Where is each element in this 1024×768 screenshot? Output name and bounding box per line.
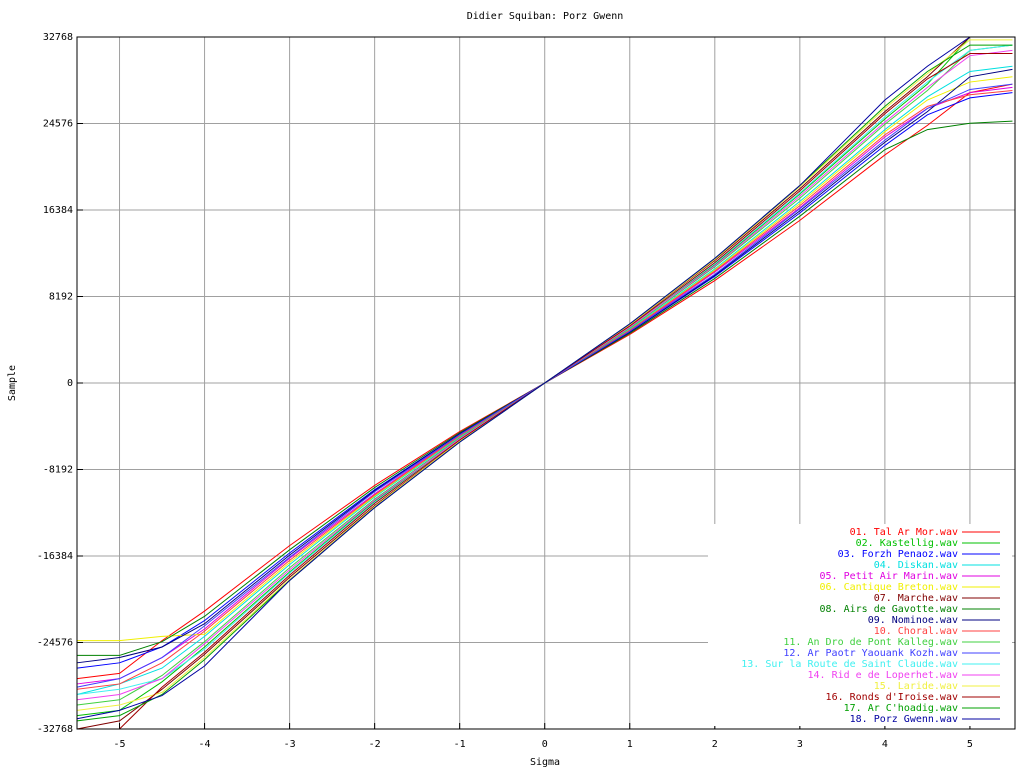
x-tick-label: -1 — [454, 739, 466, 750]
y-tick-label: -24576 — [37, 638, 73, 649]
plot-border — [76, 36, 1016, 730]
y-tick-label: 0 — [67, 378, 73, 389]
legend-label: 15. Laride.wav — [874, 681, 958, 692]
legend-label: 03. Forzh Penaoz.wav — [838, 549, 958, 560]
legend-label: 04. Diskan.wav — [874, 560, 958, 571]
legend-label: 16. Ronds d'Iroise.wav — [826, 692, 958, 703]
legend-background — [708, 524, 1012, 726]
y-tick-label: -16384 — [37, 551, 73, 562]
chart-title: Didier Squiban: Porz Gwenn — [467, 11, 624, 22]
legend-label: 10. Choral.wav — [874, 626, 958, 637]
y-tick-label: 24576 — [43, 119, 73, 130]
x-axis-label: Sigma — [530, 757, 560, 768]
y-tick-label: -32768 — [37, 724, 73, 735]
x-tick-label: 0 — [542, 739, 548, 750]
x-tick-label: 4 — [882, 739, 888, 750]
legend-label: 13. Sur la Route de Saint Claude.wav — [741, 659, 958, 670]
legend-label: 14. Rid e de Loperhet.wav — [807, 670, 958, 681]
legend-label: 05. Petit Air Marin.wav — [820, 571, 958, 582]
x-tick-label: 1 — [627, 739, 633, 750]
y-tick-label: 32768 — [43, 32, 73, 43]
x-tick-label: 3 — [797, 739, 803, 750]
legend-label: 09. Nominoe.wav — [868, 615, 958, 626]
x-tick-label: -2 — [369, 739, 381, 750]
x-tick-label: -3 — [284, 739, 296, 750]
legend-label: 02. Kastellig.wav — [856, 538, 958, 549]
legend-label: 01. Tal Ar Mor.wav — [850, 527, 958, 538]
y-tick-label: 16384 — [43, 205, 73, 216]
legend-label: 12. Ar Paotr Yaouank Kozh.wav — [783, 648, 958, 659]
series-line — [76, 36, 1013, 720]
y-tick-label: -8192 — [43, 465, 73, 476]
x-tick-label: -4 — [199, 739, 211, 750]
legend-label: 17. Ar C'hoadig.wav — [844, 703, 958, 714]
x-tick-label: -5 — [113, 739, 125, 750]
legend-label: 11. An Dro de Pont Kalleg.wav — [783, 637, 958, 648]
x-tick-label: 5 — [967, 739, 973, 750]
x-tick-label: 2 — [712, 739, 718, 750]
legend-label: 18. Porz Gwenn.wav — [850, 714, 958, 725]
y-tick-label: 8192 — [49, 292, 73, 303]
legend-label: 06. Cantique Breton.wav — [820, 582, 958, 593]
legend-label: 07. Marche.wav — [874, 593, 958, 604]
y-axis-label: Sample — [7, 365, 18, 401]
legend-label: 08. Airs de Gavotte.wav — [820, 604, 958, 615]
